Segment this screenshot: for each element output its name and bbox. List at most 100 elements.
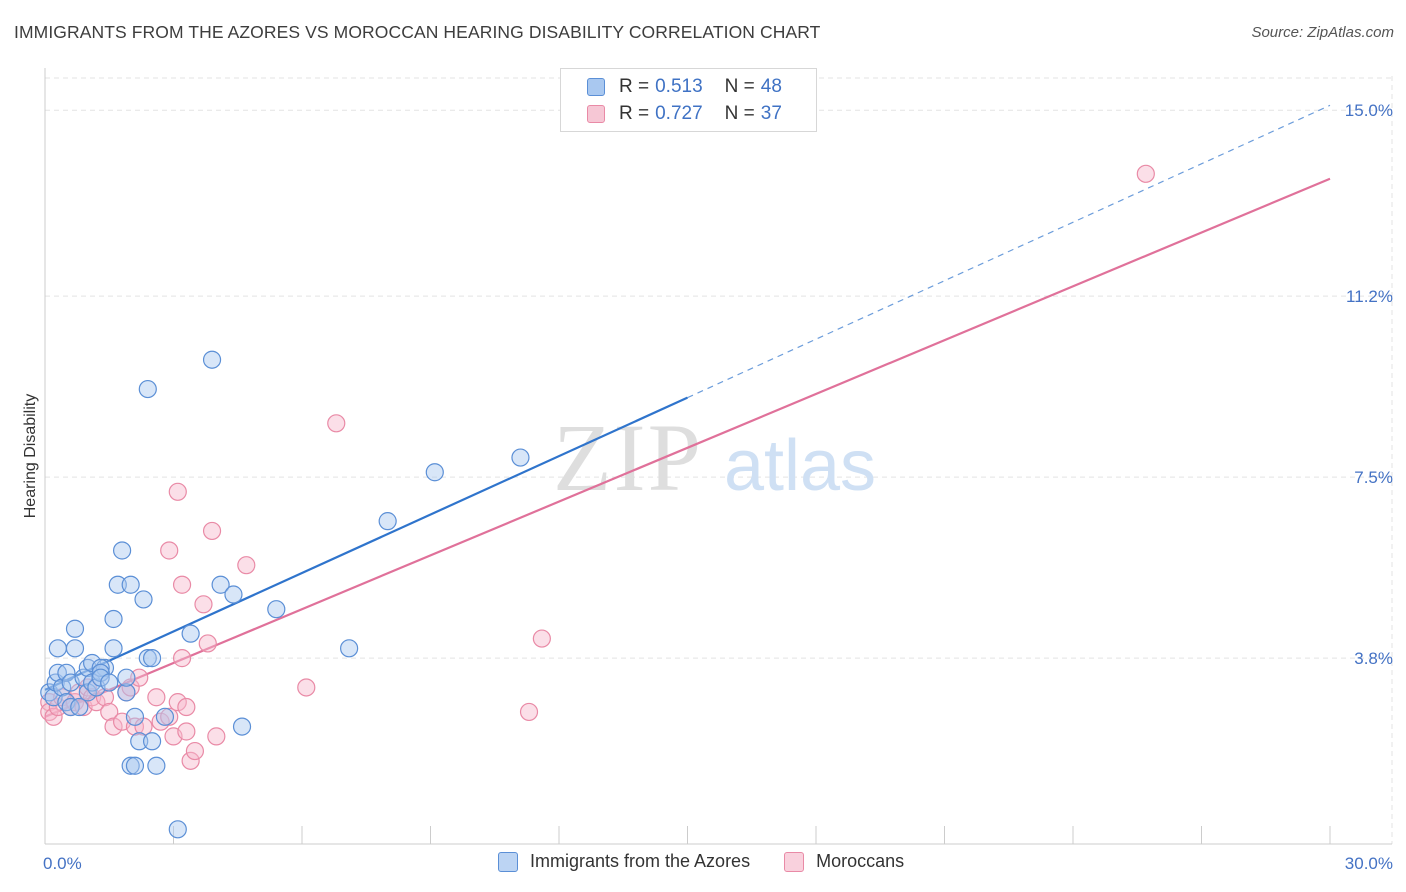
moroccans-point [198, 634, 217, 653]
legend-n-label: N = [724, 103, 755, 124]
moroccans-point [202, 521, 222, 541]
legend-row-azores: R = 0.513 N = 48 [587, 75, 782, 99]
azores-point [125, 707, 145, 726]
azores-point [117, 683, 136, 702]
moroccans-point [147, 688, 166, 707]
y-tick-label: 11.2% [1346, 287, 1393, 306]
trend-lines [44, 104, 1331, 718]
series-swatch-pink [784, 851, 805, 872]
moroccans-point [100, 702, 119, 722]
moroccans-point [168, 482, 187, 501]
source-label: Source: ZipAtlas.com [1251, 24, 1394, 41]
azores-point [65, 639, 85, 658]
azores-point [142, 649, 162, 668]
legend-n-value: 48 [760, 76, 782, 97]
azores-point [91, 658, 110, 677]
moroccans-point [177, 697, 196, 717]
azores-point [108, 575, 127, 594]
azores-trend-line [44, 396, 688, 691]
azores-point [130, 732, 149, 751]
legend-swatch-blue [587, 78, 605, 96]
moroccans-point [519, 702, 539, 722]
azores-point [53, 678, 72, 697]
azores-point [232, 717, 252, 736]
azores-point [340, 639, 359, 658]
moroccans-point [181, 751, 200, 770]
y-tick-label: 15.0% [1345, 101, 1393, 120]
azores-point [121, 575, 140, 594]
moroccans-point [1136, 164, 1155, 183]
azores-point [57, 663, 76, 682]
azores-point [48, 639, 67, 658]
tick-labels: Hearing Disability 3.8% 7.5% 11.2% 15.0% 0.0… [22, 101, 1393, 873]
moroccans-point [327, 414, 346, 433]
moroccans-point [172, 649, 192, 668]
azores-point [267, 600, 286, 619]
moroccans-point [172, 575, 192, 594]
azores-point [112, 541, 132, 560]
moroccans-trend-line [44, 177, 1331, 718]
azores-point [138, 379, 157, 399]
azores-point [224, 585, 243, 604]
azores-points [40, 350, 530, 839]
moroccans-point [44, 707, 63, 726]
moroccans-point [160, 707, 179, 726]
legend-r-value: 0.727 [655, 103, 703, 124]
azores-point [121, 756, 140, 775]
moroccans-point [237, 556, 256, 575]
azores-point [134, 590, 153, 609]
azores-point [70, 697, 89, 717]
moroccans-point [177, 722, 196, 741]
azores-trend-extension [687, 104, 1331, 399]
moroccans-point [48, 697, 67, 717]
y-axis-label: Hearing Disability [22, 394, 39, 519]
legend-n-label: N = [724, 76, 755, 97]
legend-r-value: 0.513 [655, 76, 703, 97]
series-legend: Immigrants from the Azores Moroccans [498, 851, 938, 872]
moroccans-point [194, 595, 213, 614]
series-label-moroccans: Moroccans [816, 851, 905, 871]
y-tick-label: 3.8% [1354, 649, 1393, 668]
moroccans-point [297, 678, 316, 697]
watermark-atlas: atlas [724, 426, 876, 506]
x-tick-label: 0.0% [43, 854, 82, 873]
azores-point [138, 649, 157, 668]
azores-point [147, 756, 166, 775]
legend-n-value: 37 [760, 103, 782, 124]
azores-point [117, 668, 136, 687]
legend-r-label: R = [619, 76, 650, 97]
moroccans-point [130, 668, 149, 687]
azores-point [104, 609, 123, 629]
azores-point [511, 448, 530, 467]
x-tick-label: 30.0% [1345, 854, 1393, 873]
moroccans-points [40, 164, 1155, 770]
azores-point [100, 673, 119, 692]
series-swatch-blue [498, 851, 518, 872]
watermark: ZIP atlas [553, 404, 876, 511]
azores-point [91, 668, 110, 687]
moroccans-point [185, 741, 205, 761]
moroccans-point [104, 717, 123, 736]
chart-title: IMMIGRANTS FROM THE AZORES VS MOROCCAN H… [14, 22, 821, 42]
series-legend-moroccans: Moroccans [784, 851, 904, 872]
moroccans-point [160, 541, 179, 560]
azores-point [65, 619, 85, 638]
series-label-azores: Immigrants from the Azores [530, 851, 751, 871]
legend-row-moroccans: R = 0.727 N = 37 [587, 102, 782, 126]
azores-point [378, 512, 397, 531]
azores-point [155, 707, 175, 726]
moroccans-point [532, 629, 551, 648]
azores-point [78, 683, 97, 702]
moroccans-point [168, 693, 187, 712]
series-legend-azores: Immigrants from the Azores [498, 851, 750, 872]
moroccans-point [207, 727, 226, 746]
azores-point [125, 756, 145, 775]
azores-point [142, 732, 162, 751]
azores-point [104, 639, 123, 658]
legend-swatch-pink [587, 105, 605, 123]
azores-point [168, 820, 187, 839]
correlation-legend: R = 0.513 N = 48 R = 0.727 N = 37 [560, 68, 817, 132]
y-tick-label: 7.5% [1354, 468, 1393, 487]
legend-r-label: R = [619, 103, 650, 124]
